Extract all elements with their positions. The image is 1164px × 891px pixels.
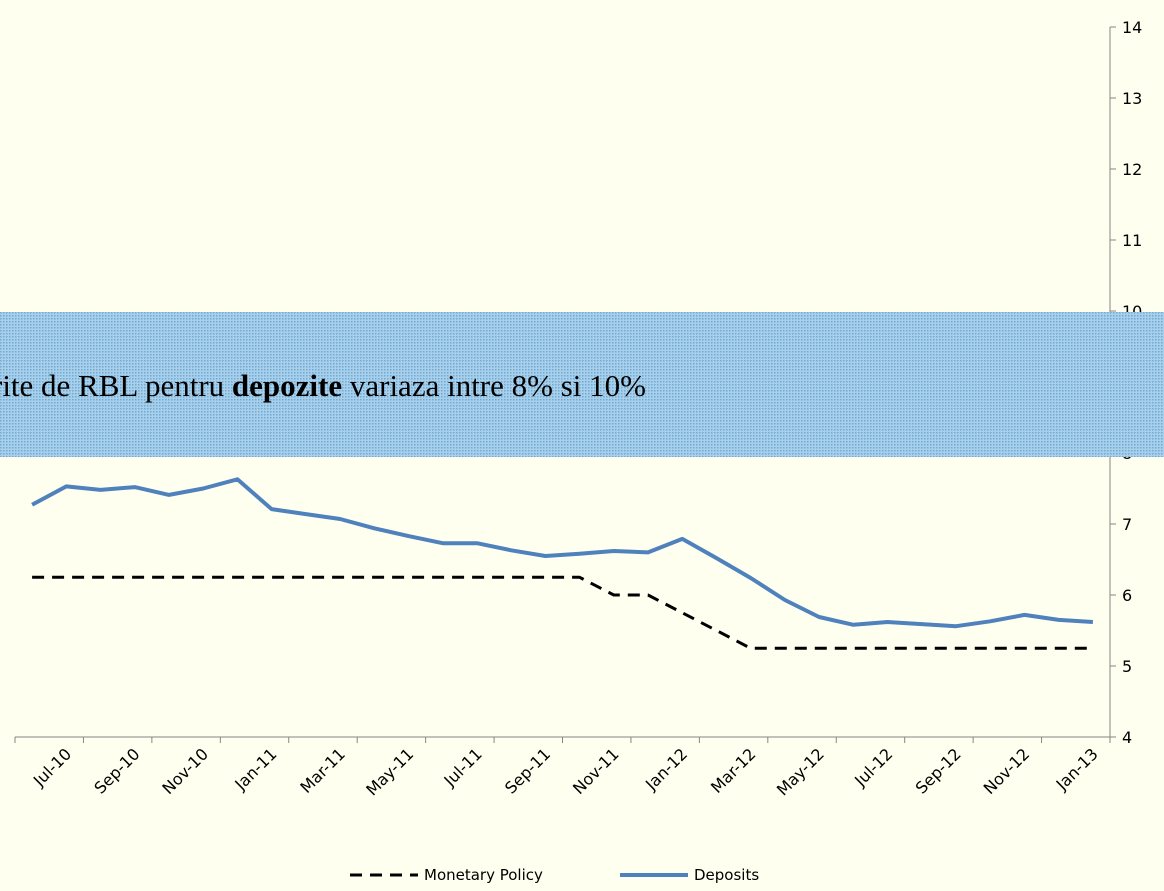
y-tick-label: 11 <box>1122 231 1142 250</box>
annotation-part: variaza intre 8% si 10% <box>342 368 646 403</box>
annotation-part: depozite <box>232 368 342 403</box>
y-tick-label: 4 <box>1122 728 1132 747</box>
annotation-text: rite de RBL pentru depozite variaza intr… <box>0 368 646 403</box>
y-tick-label: 14 <box>1122 18 1142 37</box>
series-line <box>32 575 1093 650</box>
legend-label: Monetary Policy <box>424 866 543 884</box>
y-tick-label: 6 <box>1122 586 1132 605</box>
annotation-banner <box>0 312 1164 457</box>
y-tick-label: 12 <box>1122 160 1142 179</box>
y-tick-label: 13 <box>1122 89 1142 108</box>
annotation-part: rite de RBL pentru <box>0 368 232 403</box>
y-tick-label: 5 <box>1122 657 1132 676</box>
legend-label: Deposits <box>694 866 759 884</box>
series-line <box>31 477 1094 629</box>
y-tick-label: 7 <box>1122 515 1132 534</box>
